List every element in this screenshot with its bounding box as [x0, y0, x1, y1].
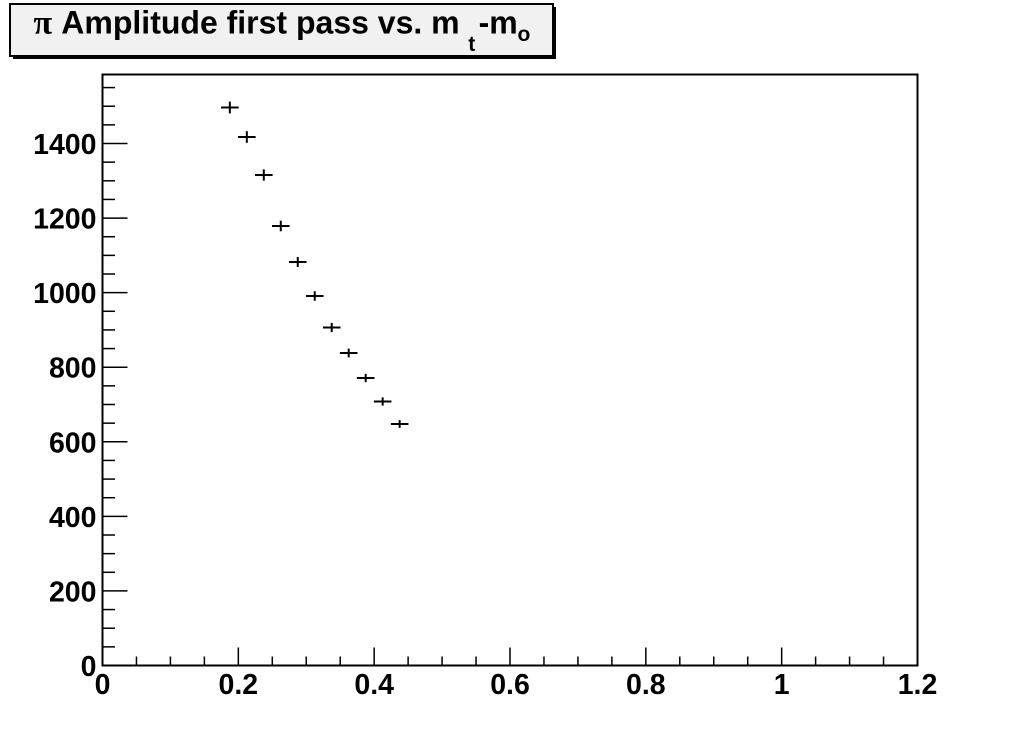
svg-text:400: 400 [49, 502, 97, 534]
svg-text:0.2: 0.2 [219, 669, 259, 701]
svg-text:600: 600 [49, 427, 97, 459]
svg-text:0: 0 [95, 669, 111, 701]
svg-text:0.4: 0.4 [354, 669, 394, 701]
svg-text:0.8: 0.8 [626, 669, 666, 701]
svg-text:1: 1 [774, 669, 790, 701]
svg-text:200: 200 [49, 576, 97, 608]
svg-text:800: 800 [49, 353, 97, 385]
svg-text:1.2: 1.2 [898, 669, 938, 701]
svg-text:1000: 1000 [33, 278, 96, 310]
svg-text:1400: 1400 [33, 129, 96, 161]
svg-text:1200: 1200 [33, 204, 96, 236]
svg-text:0.6: 0.6 [490, 669, 530, 701]
svg-text:0: 0 [81, 651, 97, 683]
